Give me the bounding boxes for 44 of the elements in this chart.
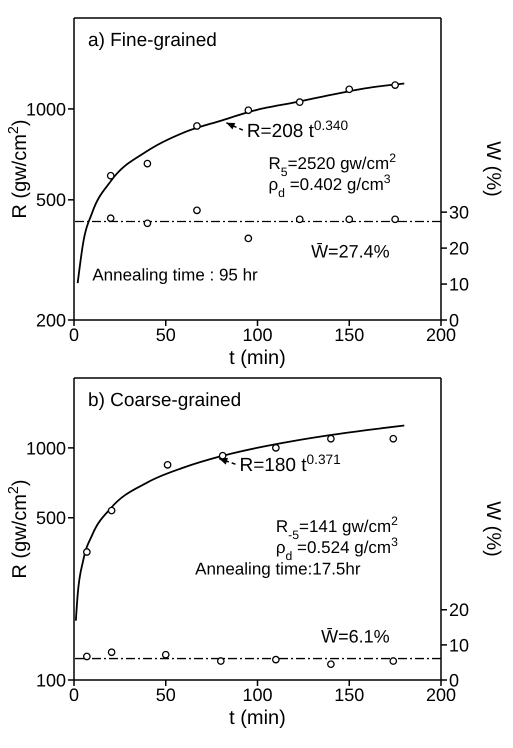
point [272, 444, 280, 452]
ref-line-label: W̄=6.1% [321, 626, 390, 647]
x-axis-title: t (min) [229, 347, 286, 369]
y-tick-label: 200 [36, 310, 66, 330]
point [106, 172, 115, 180]
text: a) Fine-grained [88, 30, 217, 51]
point [327, 434, 335, 443]
annotation: R=180 t$^{0.371}$ [239, 452, 341, 476]
point [389, 434, 398, 443]
y2-axis-title: W (%) [482, 141, 504, 197]
x-tick-label: 50 [156, 324, 176, 345]
point [164, 461, 172, 469]
x-tick-label: 0 [68, 684, 80, 705]
x-tick-label: 150 [334, 684, 364, 705]
ref-line-label: W̄=27.4% [311, 241, 390, 262]
point [391, 81, 399, 89]
x-tick-label: 50 [156, 684, 176, 705]
point [244, 106, 252, 114]
point [345, 85, 354, 94]
y-tick-label: 500 [36, 190, 66, 210]
point [296, 98, 304, 106]
y-tick-label: 1000 [26, 99, 66, 120]
y2-tick-label: 30 [449, 202, 470, 223]
x-tick-label: 100 [242, 684, 273, 705]
x-tick-label: 0 [68, 324, 80, 345]
text: b) Coarse-grained [88, 390, 242, 411]
y-tick-label: 500 [36, 508, 66, 528]
annotation: R=208 t$^{0.340}$ [246, 118, 349, 142]
x-tick-label: 100 [242, 324, 273, 345]
y2-tick-label: 10 [449, 635, 470, 656]
y2-tick-label: 10 [449, 274, 470, 294]
point [108, 506, 116, 514]
y2-tick-label: 20 [449, 600, 470, 620]
point [193, 122, 201, 130]
y-tick-label: 1000 [26, 438, 66, 458]
x-tick-label: 150 [334, 324, 364, 345]
y-tick-label: 100 [36, 670, 66, 690]
y2-tick-label: 20 [449, 238, 470, 258]
x-axis-title: t (min) [229, 707, 286, 729]
point [82, 548, 91, 556]
point [144, 160, 152, 168]
y2-axis-title: W (%) [482, 501, 504, 557]
annotation: Annealing time:17.5hr [195, 559, 361, 578]
annotation: Annealing time : 95 hr [92, 266, 258, 285]
